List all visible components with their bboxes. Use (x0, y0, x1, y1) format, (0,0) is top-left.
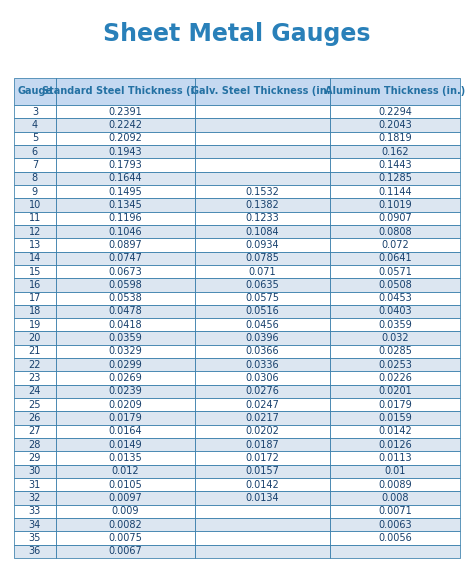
Text: Sheet Metal Gauges: Sheet Metal Gauges (103, 22, 371, 46)
